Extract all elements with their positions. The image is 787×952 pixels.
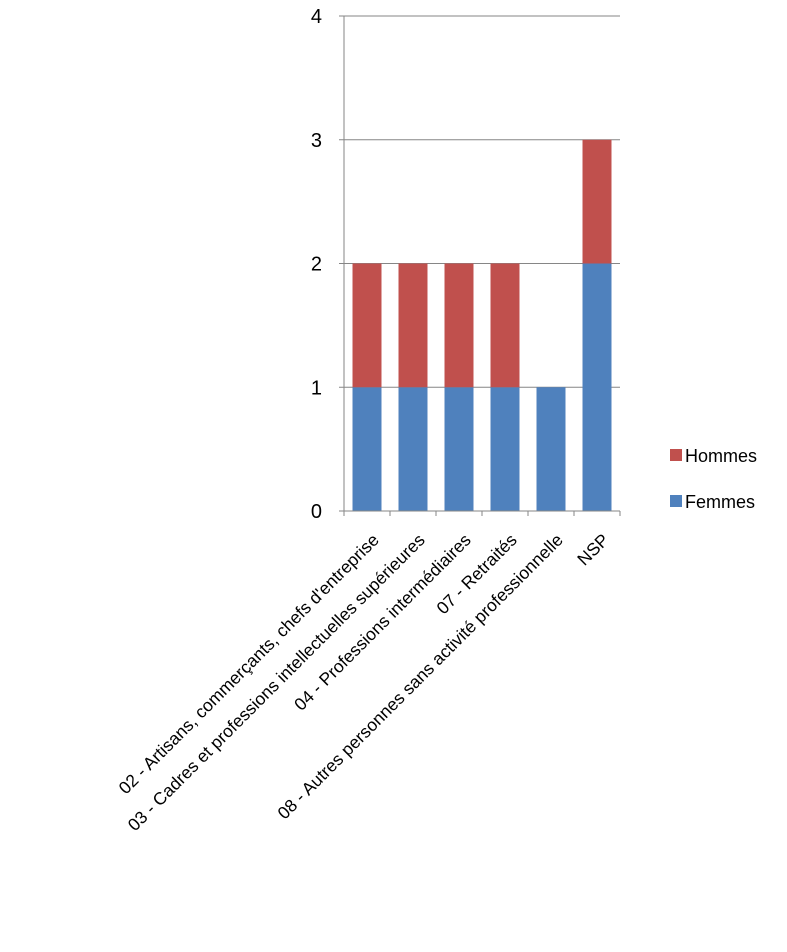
x-tick-label: 04 - Professions intermédiaires xyxy=(290,530,475,715)
x-tick-label: NSP xyxy=(573,530,613,570)
x-tick-labels: 02 - Artisans, commerçants, chefs d'entr… xyxy=(115,530,613,835)
y-tick-label: 3 xyxy=(311,130,322,152)
bar-hommes xyxy=(352,263,382,388)
y-tick-label: 4 xyxy=(311,6,322,28)
bar-hommes xyxy=(398,263,428,388)
y-tick-label: 1 xyxy=(311,377,322,399)
bar-femmes xyxy=(536,387,566,511)
gridlines xyxy=(344,15,620,388)
x-tick-label: 03 - Cadres et professions intellectuell… xyxy=(124,530,429,835)
legend-swatch-hommes xyxy=(670,449,682,461)
legend-swatch-femmes xyxy=(670,495,682,507)
bar-femmes xyxy=(398,387,428,511)
y-tick-label: 2 xyxy=(311,254,322,276)
bar-hommes xyxy=(582,139,612,264)
legend-label-femmes: Femmes xyxy=(685,492,755,512)
bar-hommes xyxy=(444,263,474,388)
bar-hommes xyxy=(490,263,520,388)
bar-femmes xyxy=(352,387,382,511)
legend: Hommes Femmes xyxy=(670,446,757,512)
axes xyxy=(339,15,621,516)
bars xyxy=(352,139,612,511)
legend-label-hommes: Hommes xyxy=(685,446,757,466)
bar-femmes xyxy=(444,387,474,511)
bar-femmes xyxy=(582,263,612,511)
y-tick-labels: 0 1 2 3 4 xyxy=(311,6,322,523)
bar-femmes xyxy=(490,387,520,511)
y-tick-label: 0 xyxy=(311,501,322,523)
